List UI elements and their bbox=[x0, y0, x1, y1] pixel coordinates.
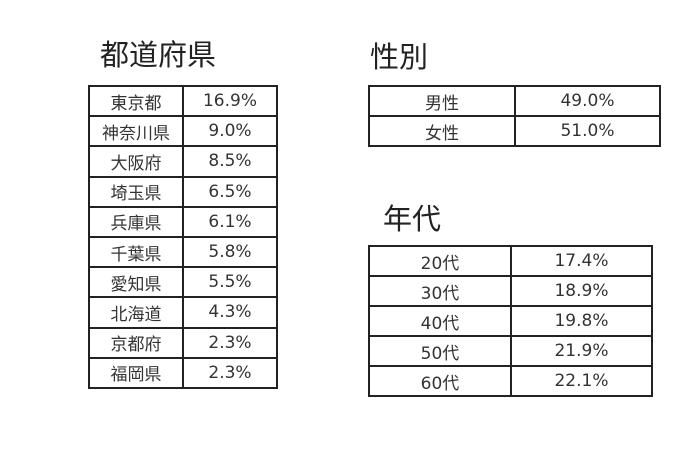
row-label: 女性 bbox=[368, 115, 516, 147]
row-label: 40代 bbox=[368, 305, 512, 337]
table-row: 東京都 16.9% bbox=[88, 84, 278, 118]
table-row: 30代 18.9% bbox=[368, 275, 653, 307]
table-row: 埼玉県 6.5% bbox=[88, 175, 278, 208]
table-row: 大阪府 8.5% bbox=[88, 145, 278, 178]
row-label: 北海道 bbox=[88, 296, 184, 329]
row-value: 2.3% bbox=[182, 356, 278, 389]
row-label: 兵庫県 bbox=[88, 205, 184, 238]
row-value: 6.1% bbox=[182, 205, 278, 238]
row-label: 愛知県 bbox=[88, 266, 184, 299]
table-row: 50代 21.9% bbox=[368, 335, 653, 367]
row-label: 福岡県 bbox=[88, 356, 184, 389]
row-label: 埼玉県 bbox=[88, 175, 184, 208]
row-value: 9.0% bbox=[182, 115, 278, 148]
table-row: 兵庫県 6.1% bbox=[88, 205, 278, 238]
row-label: 千葉県 bbox=[88, 235, 184, 269]
table-row: 女性 51.0% bbox=[368, 115, 661, 147]
row-label: 東京都 bbox=[88, 84, 184, 118]
table-row: 神奈川県 9.0% bbox=[88, 115, 278, 148]
gender-table: 男性 49.0% 女性 51.0% bbox=[368, 85, 661, 147]
row-value: 4.3% bbox=[182, 296, 278, 329]
row-label: 20代 bbox=[368, 245, 512, 277]
row-value: 16.9% bbox=[182, 84, 278, 118]
prefecture-title: 都道府県 bbox=[100, 38, 217, 72]
age-table: 20代 17.4% 30代 18.9% 40代 19.8% 50代 21.9% 60代 22.1% bbox=[368, 245, 653, 397]
row-value: 18.9% bbox=[510, 275, 653, 307]
row-label: 京都府 bbox=[88, 326, 184, 359]
row-value: 2.3% bbox=[182, 326, 278, 359]
table-row: 愛知県 5.5% bbox=[88, 266, 278, 299]
row-label: 60代 bbox=[368, 365, 512, 397]
row-label: 神奈川県 bbox=[88, 115, 184, 148]
age-title: 年代 bbox=[383, 202, 442, 236]
table-row: 京都府 2.3% bbox=[88, 326, 278, 359]
row-value: 22.1% bbox=[510, 365, 653, 397]
row-value: 19.8% bbox=[510, 305, 653, 337]
gender-title: 性別 bbox=[370, 40, 429, 74]
table-row: 20代 17.4% bbox=[368, 245, 653, 277]
table-row: 北海道 4.3% bbox=[88, 296, 278, 329]
row-label: 30代 bbox=[368, 275, 512, 307]
row-value: 6.5% bbox=[182, 175, 278, 208]
table-row: 男性 49.0% bbox=[368, 85, 661, 117]
row-value: 51.0% bbox=[514, 115, 661, 147]
row-label: 大阪府 bbox=[88, 145, 184, 178]
row-value: 5.5% bbox=[182, 266, 278, 299]
row-label: 50代 bbox=[368, 335, 512, 367]
row-value: 49.0% bbox=[514, 85, 661, 117]
table-row: 40代 19.8% bbox=[368, 305, 653, 337]
row-value: 21.9% bbox=[510, 335, 653, 367]
table-row: 千葉県 5.8% bbox=[88, 235, 278, 269]
prefecture-table: 東京都 16.9% 神奈川県 9.0% 大阪府 8.5% 埼玉県 6.5% 兵庫県 6.1% 千葉県… bbox=[88, 84, 278, 389]
row-label: 男性 bbox=[368, 85, 516, 117]
row-value: 8.5% bbox=[182, 145, 278, 178]
table-row: 60代 22.1% bbox=[368, 365, 653, 397]
row-value: 5.8% bbox=[182, 235, 278, 269]
row-value: 17.4% bbox=[510, 245, 653, 277]
table-row: 福岡県 2.3% bbox=[88, 356, 278, 389]
